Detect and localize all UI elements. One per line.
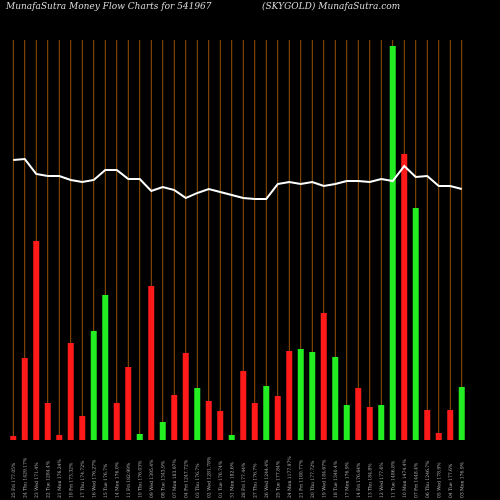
x-tick-label: 01 Tue 176.74% <box>218 460 224 498</box>
x-tick-label: 11 Fri 182.99% <box>126 462 132 498</box>
x-tick-label: 04 Fri 1247.72% <box>183 459 189 498</box>
bar <box>148 286 155 440</box>
x-tick-label: 02 Wed 1281.78% <box>206 456 212 498</box>
x-tick-label: 17 Thu 174.72% <box>80 460 86 498</box>
bar <box>366 407 373 440</box>
bar <box>401 154 408 440</box>
x-tick-label: 19 Wed 184.67% <box>321 459 327 498</box>
x-tick-label: 09 Wed 1395.4% <box>149 459 155 498</box>
bar <box>136 434 143 440</box>
bar <box>228 435 235 440</box>
bar <box>10 436 17 440</box>
x-tick-label: 26 Wed 1244.4% <box>264 459 270 498</box>
chart-subtitle: (SKYGOLD) MunafaSutra.com <box>262 1 400 12</box>
x-tick-label: 10 Thu 176.03% <box>137 460 143 498</box>
bar <box>44 403 51 440</box>
x-tick-label: 07 Mon 183.97% <box>172 458 178 498</box>
bar <box>435 433 442 440</box>
x-tick-label: 31 Mon 182.6% <box>229 461 235 498</box>
x-tick-label: 03 Thu 176.7% <box>195 463 201 498</box>
bar <box>286 351 293 440</box>
x-tick-label: 12 Wed 177.6% <box>379 462 385 498</box>
bar <box>263 386 270 440</box>
x-tick-label: 08 Tue 1343.9% <box>160 460 166 498</box>
x-tick-label: 18 Tue 1340.4% <box>333 460 339 498</box>
x-tick-label: 23 Wed 171.4% <box>34 462 40 498</box>
bar <box>309 352 316 440</box>
x-tick-label: 20 Thu 177.72% <box>310 460 316 498</box>
x-tick-label: 16 Wed 176.27% <box>91 459 97 498</box>
bar <box>67 343 74 440</box>
bar <box>297 349 304 440</box>
bar <box>182 353 189 440</box>
bar <box>274 396 281 440</box>
bar <box>240 371 247 440</box>
bar <box>378 405 385 440</box>
bar <box>217 411 224 440</box>
bar <box>320 313 327 440</box>
bar <box>159 422 166 440</box>
x-tick-label: 10 Mon 1474.4% <box>402 458 408 498</box>
x-tick-label: 14 Mon 176.0% <box>114 461 120 498</box>
x-tick-label: 24 Thu 1429.17% <box>22 457 28 498</box>
money-flow-line <box>13 157 463 200</box>
chart-title: MunafaSutra Money Flow Charts for 541967 <box>5 2 212 12</box>
x-tick-label: 21 Mon 176.24% <box>57 458 63 498</box>
bar <box>447 410 454 440</box>
x-tick-label: 13 Thu 184.8% <box>367 463 373 498</box>
x-tick-label: 03 Mon 176.9% <box>459 461 465 498</box>
x-tick-label: 07 Fri 1448.4% <box>413 462 419 498</box>
bar <box>21 358 28 440</box>
x-tick-label: 24 Mon 1177.97% <box>287 456 293 498</box>
bar <box>355 388 362 440</box>
x-tick-label: 14 Fri 176.64% <box>356 462 362 498</box>
x-tick-label: 21 Fri 1180.77% <box>298 459 304 498</box>
x-tick-label: 25 Tue 177.84% <box>275 460 281 498</box>
x-tick-label: 25 Fri 177.05% <box>11 462 17 498</box>
bar <box>389 46 396 440</box>
x-tick-label: 05 Wed 178.9% <box>436 462 442 498</box>
bar <box>332 357 339 440</box>
bar <box>194 388 201 440</box>
bar <box>33 241 40 440</box>
bar <box>412 208 419 440</box>
x-tick-label: 15 Tue 176.7% <box>103 463 109 498</box>
bar <box>113 403 120 440</box>
bar <box>90 331 97 440</box>
x-tick-label: 17 Mon 176.9% <box>344 461 350 498</box>
bar <box>79 416 86 440</box>
x-tick-label: 27 Thu 176.7% <box>252 463 258 498</box>
bar <box>56 435 63 440</box>
bar <box>458 387 465 440</box>
bar <box>102 295 109 440</box>
x-tick-label: 06 Thu 1246.7% <box>425 460 431 498</box>
bar <box>251 403 258 440</box>
x-tick-label: 11 Tue 1486.8% <box>390 460 396 498</box>
x-tick-label: 22 Tue 1284.4% <box>45 460 51 498</box>
bar <box>205 401 212 440</box>
x-tick-label: 28 Fri 177.44% <box>241 462 247 498</box>
bar <box>424 410 431 440</box>
x-tick-label: 18 Fri 173.32% <box>68 462 74 498</box>
bar <box>343 405 350 440</box>
bar <box>171 395 178 440</box>
x-tick-label: 04 Tue 177.6% <box>448 463 454 498</box>
bar <box>125 367 132 440</box>
